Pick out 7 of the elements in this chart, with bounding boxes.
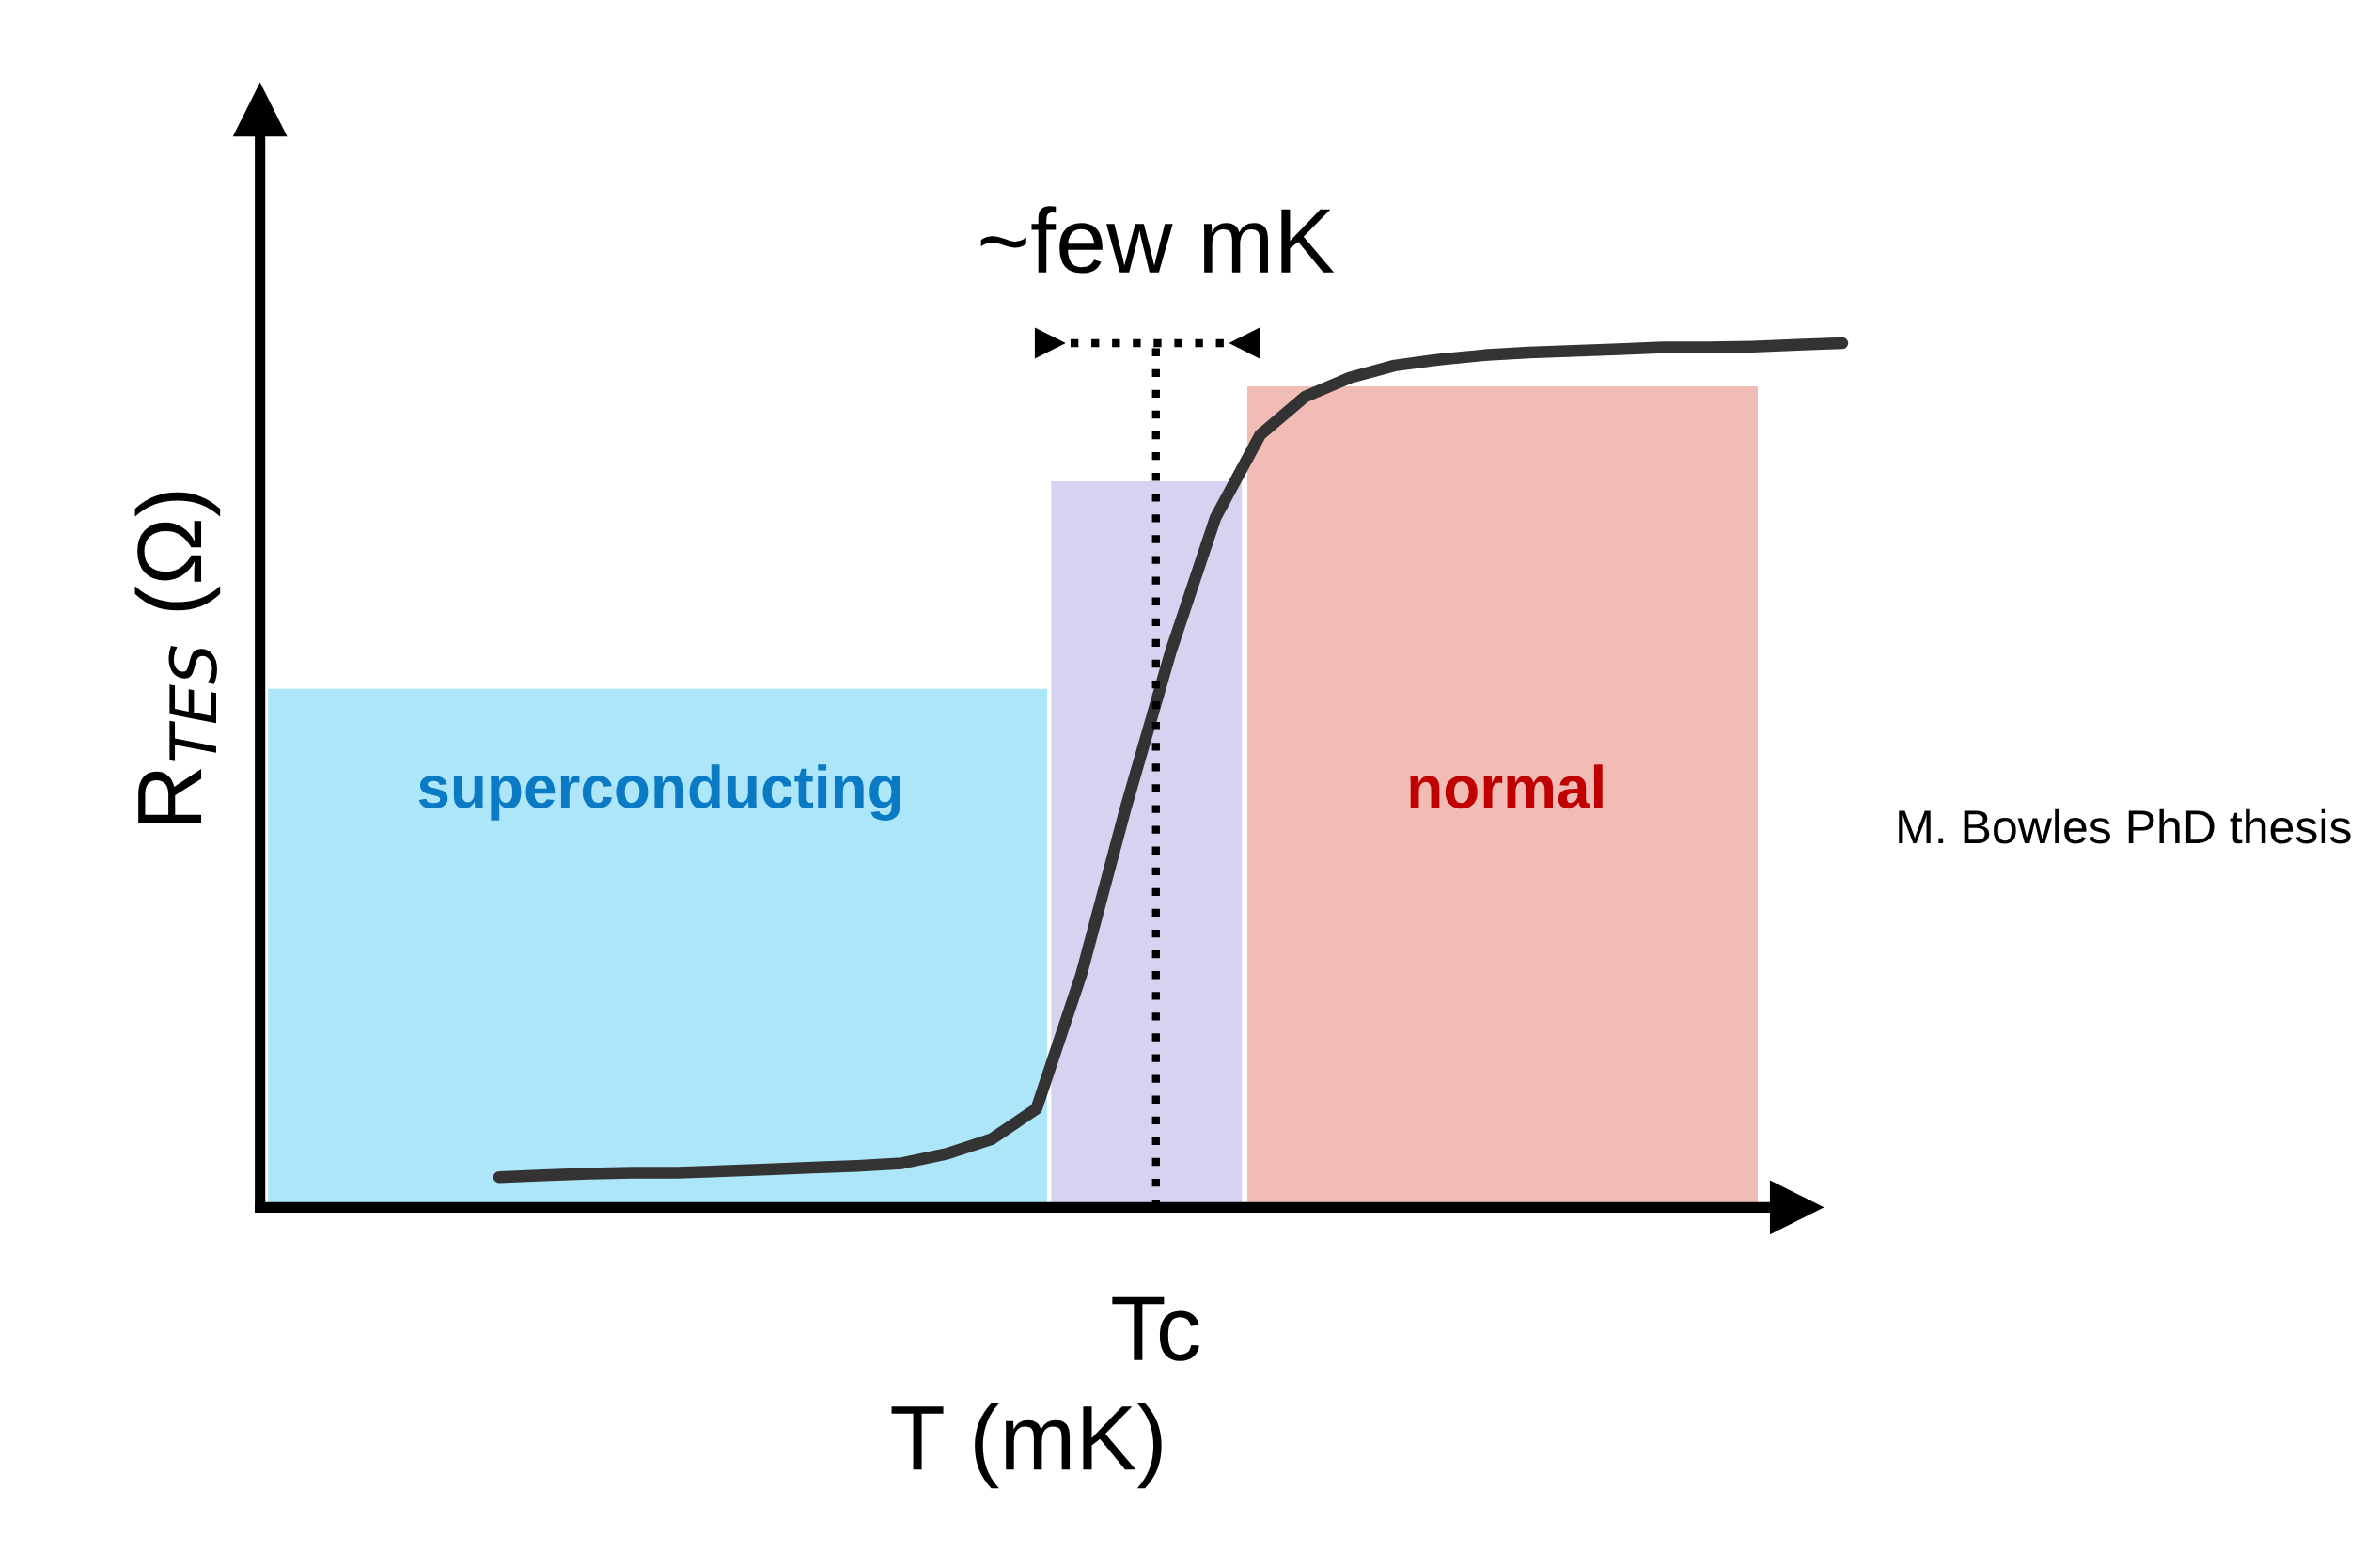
text: M. Bowles PhD thesis <box>1899 808 2351 844</box>
annotation: normal <box>1410 764 1603 809</box>
text: Tc <box>1112 1296 1199 1361</box>
y-axis-title: R$_{TES}$ (Ω) <box>134 492 221 823</box>
text: ~few mK <box>980 206 1335 274</box>
annotation: superconducting <box>418 764 900 821</box>
x-axis-title: T (mK) <box>891 1403 1162 1489</box>
